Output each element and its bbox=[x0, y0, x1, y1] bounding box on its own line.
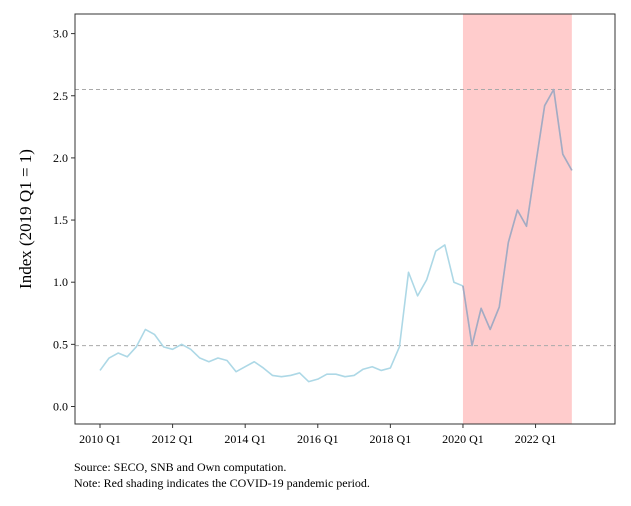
y-tick-label: 2.0 bbox=[53, 151, 68, 165]
y-tick-label: 0.0 bbox=[53, 400, 68, 414]
plot-border bbox=[74, 13, 616, 425]
y-tick-label: 3.0 bbox=[53, 27, 68, 41]
y-tick-label: 1.0 bbox=[53, 275, 68, 289]
x-tick-label: 2010 Q1 bbox=[79, 432, 121, 446]
x-tick-label: 2020 Q1 bbox=[442, 432, 484, 446]
y-tick-label: 2.5 bbox=[53, 89, 68, 103]
x-tick-label: 2014 Q1 bbox=[224, 432, 266, 446]
y-tick-label: 0.5 bbox=[53, 337, 68, 351]
y-tick-label: 1.5 bbox=[53, 213, 68, 227]
series-line-shaded-segment bbox=[462, 88, 573, 347]
y-axis-label: Index (2019 Q1 = 1) bbox=[16, 149, 35, 289]
x-tick-label: 2016 Q1 bbox=[297, 432, 339, 446]
x-tick-label: 2012 Q1 bbox=[152, 432, 194, 446]
x-tick-label: 2018 Q1 bbox=[370, 432, 412, 446]
source-note: Source: SECO, SNB and Own computation. bbox=[74, 460, 287, 474]
shading-note: Note: Red shading indicates the COVID-19… bbox=[74, 476, 370, 490]
x-tick-label: 2022 Q1 bbox=[515, 432, 557, 446]
covid-shading bbox=[462, 14, 572, 424]
